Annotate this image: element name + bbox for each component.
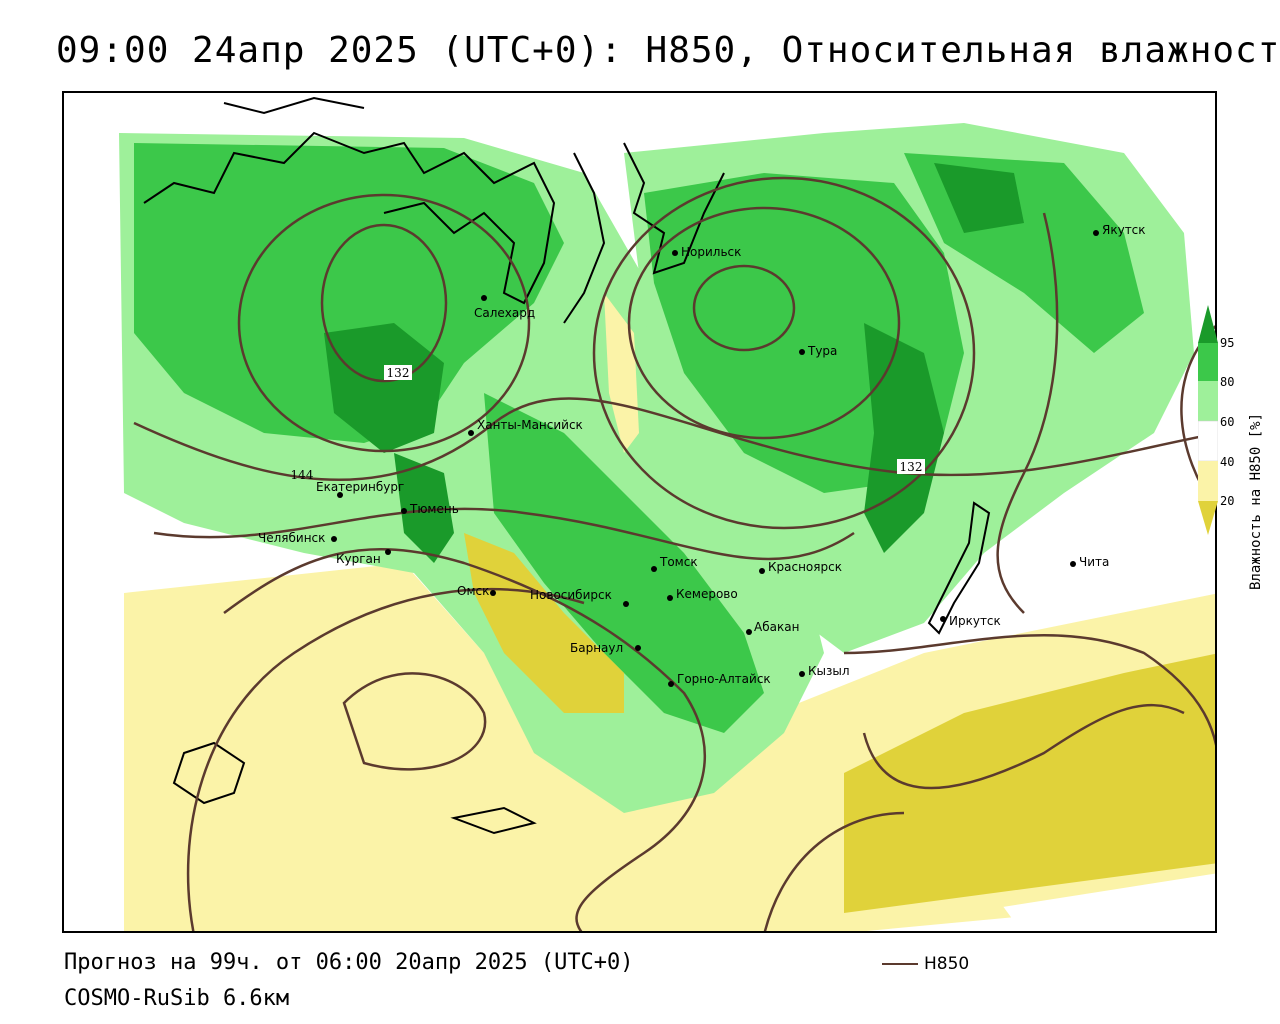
lake-baikal <box>927 501 991 635</box>
domain-edge <box>866 898 1215 931</box>
contour-low-north-inner <box>692 264 796 352</box>
city-label-chelyabinsk: Челябинск <box>258 531 325 545</box>
contour-high-kazakh <box>342 672 487 771</box>
city-label-barnaul: Барнаул <box>570 641 623 655</box>
legend-tick-95: 95 <box>1220 336 1235 350</box>
city-label-yakutsk: Якутск <box>1102 223 1146 237</box>
contour-line-south-bottom <box>763 811 905 931</box>
very-wet-area-3 <box>864 323 944 553</box>
contour-line-legend-label: H850 <box>924 954 970 974</box>
contour-line-southeast <box>843 633 1215 746</box>
legend-band-40-60 <box>1198 420 1218 462</box>
city-label-tomsk: Томск <box>659 555 698 569</box>
city-markers: Норильск Салехард Тура Якутск Ханты-Манс… <box>258 223 1146 687</box>
map-frame: 132 132 144 Норильск Салехард Тура Якутс… <box>62 91 1217 933</box>
city-dot-norilsk <box>672 250 678 256</box>
contour-line-east <box>996 212 1059 614</box>
contour-line-southwest <box>223 548 706 931</box>
legend-tick-20: 20 <box>1220 494 1235 508</box>
city-label-irkutsk: Иркутск <box>949 614 1001 628</box>
city-label-krasnoyarsk: Красноярск <box>768 560 842 574</box>
city-label-tyumen: Тюмень <box>409 502 459 516</box>
city-label-norilsk: Норильск <box>681 245 741 259</box>
legend-tick-60: 60 <box>1220 415 1235 429</box>
contour-line-mid <box>133 397 1215 481</box>
city-label-kemerovo: Кемерово <box>676 587 738 601</box>
contour-label-3: 144 <box>291 468 314 482</box>
city-dot-yakutsk <box>1093 230 1099 236</box>
contour-low-west-outer <box>237 193 531 453</box>
city-dot-ekaterinburg <box>337 492 343 498</box>
contour-low-west-inner <box>320 223 448 383</box>
legend-title-text: Влажность на H850 [%] <box>1248 412 1264 590</box>
city-label-kyzyl: Кызыл <box>808 664 850 678</box>
wet-band-central <box>484 393 764 733</box>
contour-label-2: 132 <box>900 460 923 474</box>
model-info: COSMO-RuSib 6.6км <box>64 986 290 1011</box>
arctic-coastline-west <box>143 131 556 305</box>
city-label-tura: Тура <box>807 344 837 358</box>
city-dot-tyumen <box>401 508 407 514</box>
humidity-color-legend: 95 80 60 40 20 <box>1198 305 1278 595</box>
city-dot-krasnoyarsk <box>759 568 765 574</box>
city-dot-kyzyl <box>799 671 805 677</box>
city-dot-novosibirsk <box>623 601 629 607</box>
very-wet-area-4 <box>934 163 1024 233</box>
humidity-map: 132 132 144 Норильск Салехард Тура Якутс… <box>64 93 1215 931</box>
legend-band-under-20 <box>1198 501 1218 535</box>
city-dot-gorno-altaysk <box>668 681 674 687</box>
city-dot-abakan <box>746 629 752 635</box>
city-dot-tomsk <box>651 566 657 572</box>
city-label-abakan: Абакан <box>754 620 799 634</box>
contour-line-southeast-2 <box>862 704 1185 790</box>
city-dot-chita <box>1070 561 1076 567</box>
contour-label-1: 132 <box>387 366 410 380</box>
wet-area-west <box>134 143 564 443</box>
city-label-chita: Чита <box>1079 555 1109 569</box>
city-dot-salekhard <box>481 295 487 301</box>
city-label-gorno-altaysk: Горно-Алтайск <box>677 672 771 686</box>
city-dot-irkutsk <box>940 616 946 622</box>
novaya-zemlya-coast <box>223 96 365 115</box>
city-dot-omsk <box>490 590 496 596</box>
legend-tick-80: 80 <box>1220 375 1235 389</box>
city-label-khanty-mansiysk: Ханты-Мансийск <box>477 418 583 432</box>
city-label-kurgan: Курган <box>336 552 381 566</box>
legend-tick-40: 40 <box>1220 455 1235 469</box>
contour-low-north-outer <box>592 176 976 530</box>
aral-sea <box>172 741 246 805</box>
contour-label-box-1 <box>384 365 412 380</box>
city-label-salekhard: Салехард <box>474 306 535 320</box>
city-dot-khanty-mansiysk <box>468 430 474 436</box>
lake-balkhash <box>450 806 537 835</box>
legend-band-over-95 <box>1198 305 1218 343</box>
map-title: 09:00 24апр 2025 (UTC+0): H850, Относите… <box>56 30 1280 71</box>
legend-title: Влажность на H850 [%] <box>1248 345 1266 590</box>
city-dot-kurgan <box>385 549 391 555</box>
legend-band-80-95 <box>1198 343 1218 381</box>
city-label-novosibirsk: Новосибирск <box>530 588 612 602</box>
contour-label-box-2 <box>897 459 925 474</box>
city-label-ekaterinburg: Екатеринбург <box>316 480 404 494</box>
forecast-info: Прогноз на 99ч. от 06:00 20апр 2025 (UTC… <box>64 950 634 975</box>
contour-line-legend: H850 <box>882 954 969 974</box>
city-label-omsk: Омск <box>457 584 489 598</box>
very-wet-area-2 <box>394 453 454 563</box>
city-dot-chelyabinsk <box>331 536 337 542</box>
contour-line-far-southwest <box>186 588 585 931</box>
very-wet-area-1 <box>324 323 444 453</box>
dry-area-southeast <box>844 653 1215 913</box>
city-dot-tura <box>799 349 805 355</box>
contour-low-north-mid <box>627 206 901 440</box>
city-dot-kemerovo <box>667 595 673 601</box>
city-dot-barnaul <box>635 645 641 651</box>
legend-band-60-80 <box>1198 381 1218 421</box>
legend-band-20-40 <box>1198 461 1218 501</box>
legend-colorbar <box>1198 305 1218 535</box>
contour-line-south <box>153 507 855 561</box>
contour-line-swatch <box>882 963 918 965</box>
yamal-coastline <box>563 152 606 324</box>
